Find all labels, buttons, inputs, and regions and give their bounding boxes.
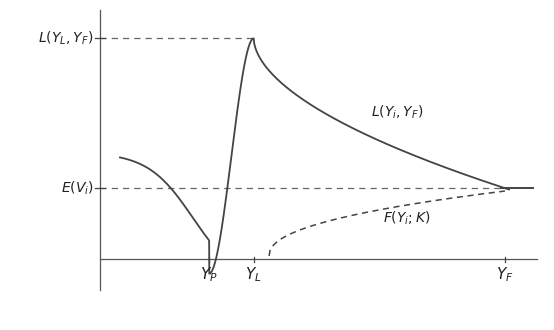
Text: $Y_L$: $Y_L$ <box>245 265 262 284</box>
Text: $Y_F$: $Y_F$ <box>496 265 514 284</box>
Text: $L(Y_i, Y_F)$: $L(Y_i, Y_F)$ <box>371 103 424 121</box>
Text: $E(V_i)$: $E(V_i)$ <box>61 180 94 197</box>
Text: $F(Y_i; K)$: $F(Y_i; K)$ <box>383 209 431 227</box>
Text: $Y_P$: $Y_P$ <box>201 265 218 284</box>
Text: $L(Y_L, Y_F)$: $L(Y_L, Y_F)$ <box>38 30 94 47</box>
